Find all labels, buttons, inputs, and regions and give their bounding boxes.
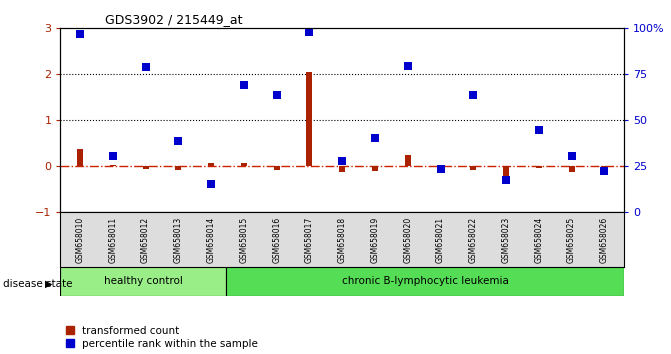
- Bar: [110, 165, 116, 166]
- Point: [107, 153, 118, 159]
- Point: [173, 138, 184, 144]
- Bar: [503, 166, 509, 181]
- Text: GSM658020: GSM658020: [403, 217, 412, 263]
- Point: [271, 92, 282, 97]
- Bar: [437, 166, 444, 170]
- Point: [468, 92, 478, 98]
- Text: GSM658010: GSM658010: [76, 217, 85, 263]
- Text: GSM658012: GSM658012: [141, 217, 150, 263]
- Bar: [568, 166, 574, 172]
- Text: ▶: ▶: [45, 279, 52, 289]
- Text: GSM658019: GSM658019: [370, 217, 380, 263]
- Text: GSM658024: GSM658024: [534, 217, 544, 263]
- Bar: [536, 166, 541, 168]
- Text: GSM658013: GSM658013: [174, 217, 183, 263]
- Legend: transformed count, percentile rank within the sample: transformed count, percentile rank withi…: [66, 326, 258, 349]
- Text: GSM658018: GSM658018: [338, 217, 347, 263]
- Point: [599, 168, 610, 174]
- Text: chronic B-lymphocytic leukemia: chronic B-lymphocytic leukemia: [342, 276, 509, 286]
- Text: GSM658017: GSM658017: [305, 217, 314, 263]
- Text: GSM658025: GSM658025: [567, 217, 576, 263]
- Text: GSM658023: GSM658023: [501, 217, 511, 263]
- Point: [206, 181, 217, 187]
- Text: GSM658022: GSM658022: [469, 217, 478, 263]
- Bar: [241, 163, 247, 166]
- Text: GSM658011: GSM658011: [108, 217, 117, 263]
- Point: [140, 64, 151, 69]
- Text: GDS3902 / 215449_at: GDS3902 / 215449_at: [105, 13, 243, 26]
- Bar: [470, 166, 476, 170]
- Text: GSM658015: GSM658015: [240, 217, 248, 263]
- Bar: [60, 267, 226, 296]
- Point: [304, 29, 315, 34]
- Bar: [307, 72, 313, 166]
- Point: [403, 63, 413, 69]
- Bar: [77, 149, 83, 166]
- Point: [238, 82, 249, 88]
- Point: [337, 158, 348, 164]
- Point: [435, 166, 446, 172]
- Bar: [175, 166, 181, 170]
- Point: [566, 153, 577, 159]
- Text: healthy control: healthy control: [104, 276, 183, 286]
- Point: [533, 128, 544, 133]
- Bar: [143, 166, 148, 169]
- Text: GSM658026: GSM658026: [600, 217, 609, 263]
- Bar: [340, 166, 345, 172]
- Point: [370, 135, 380, 141]
- Text: disease state: disease state: [3, 279, 73, 289]
- Bar: [601, 166, 607, 172]
- Bar: [274, 166, 280, 170]
- Text: GSM658014: GSM658014: [207, 217, 215, 263]
- Bar: [372, 166, 378, 171]
- Bar: [226, 267, 624, 296]
- Point: [501, 177, 511, 183]
- Bar: [405, 155, 411, 166]
- Point: [74, 31, 85, 37]
- Text: GSM658016: GSM658016: [272, 217, 281, 263]
- Bar: [208, 163, 214, 166]
- Text: GSM658021: GSM658021: [436, 217, 445, 263]
